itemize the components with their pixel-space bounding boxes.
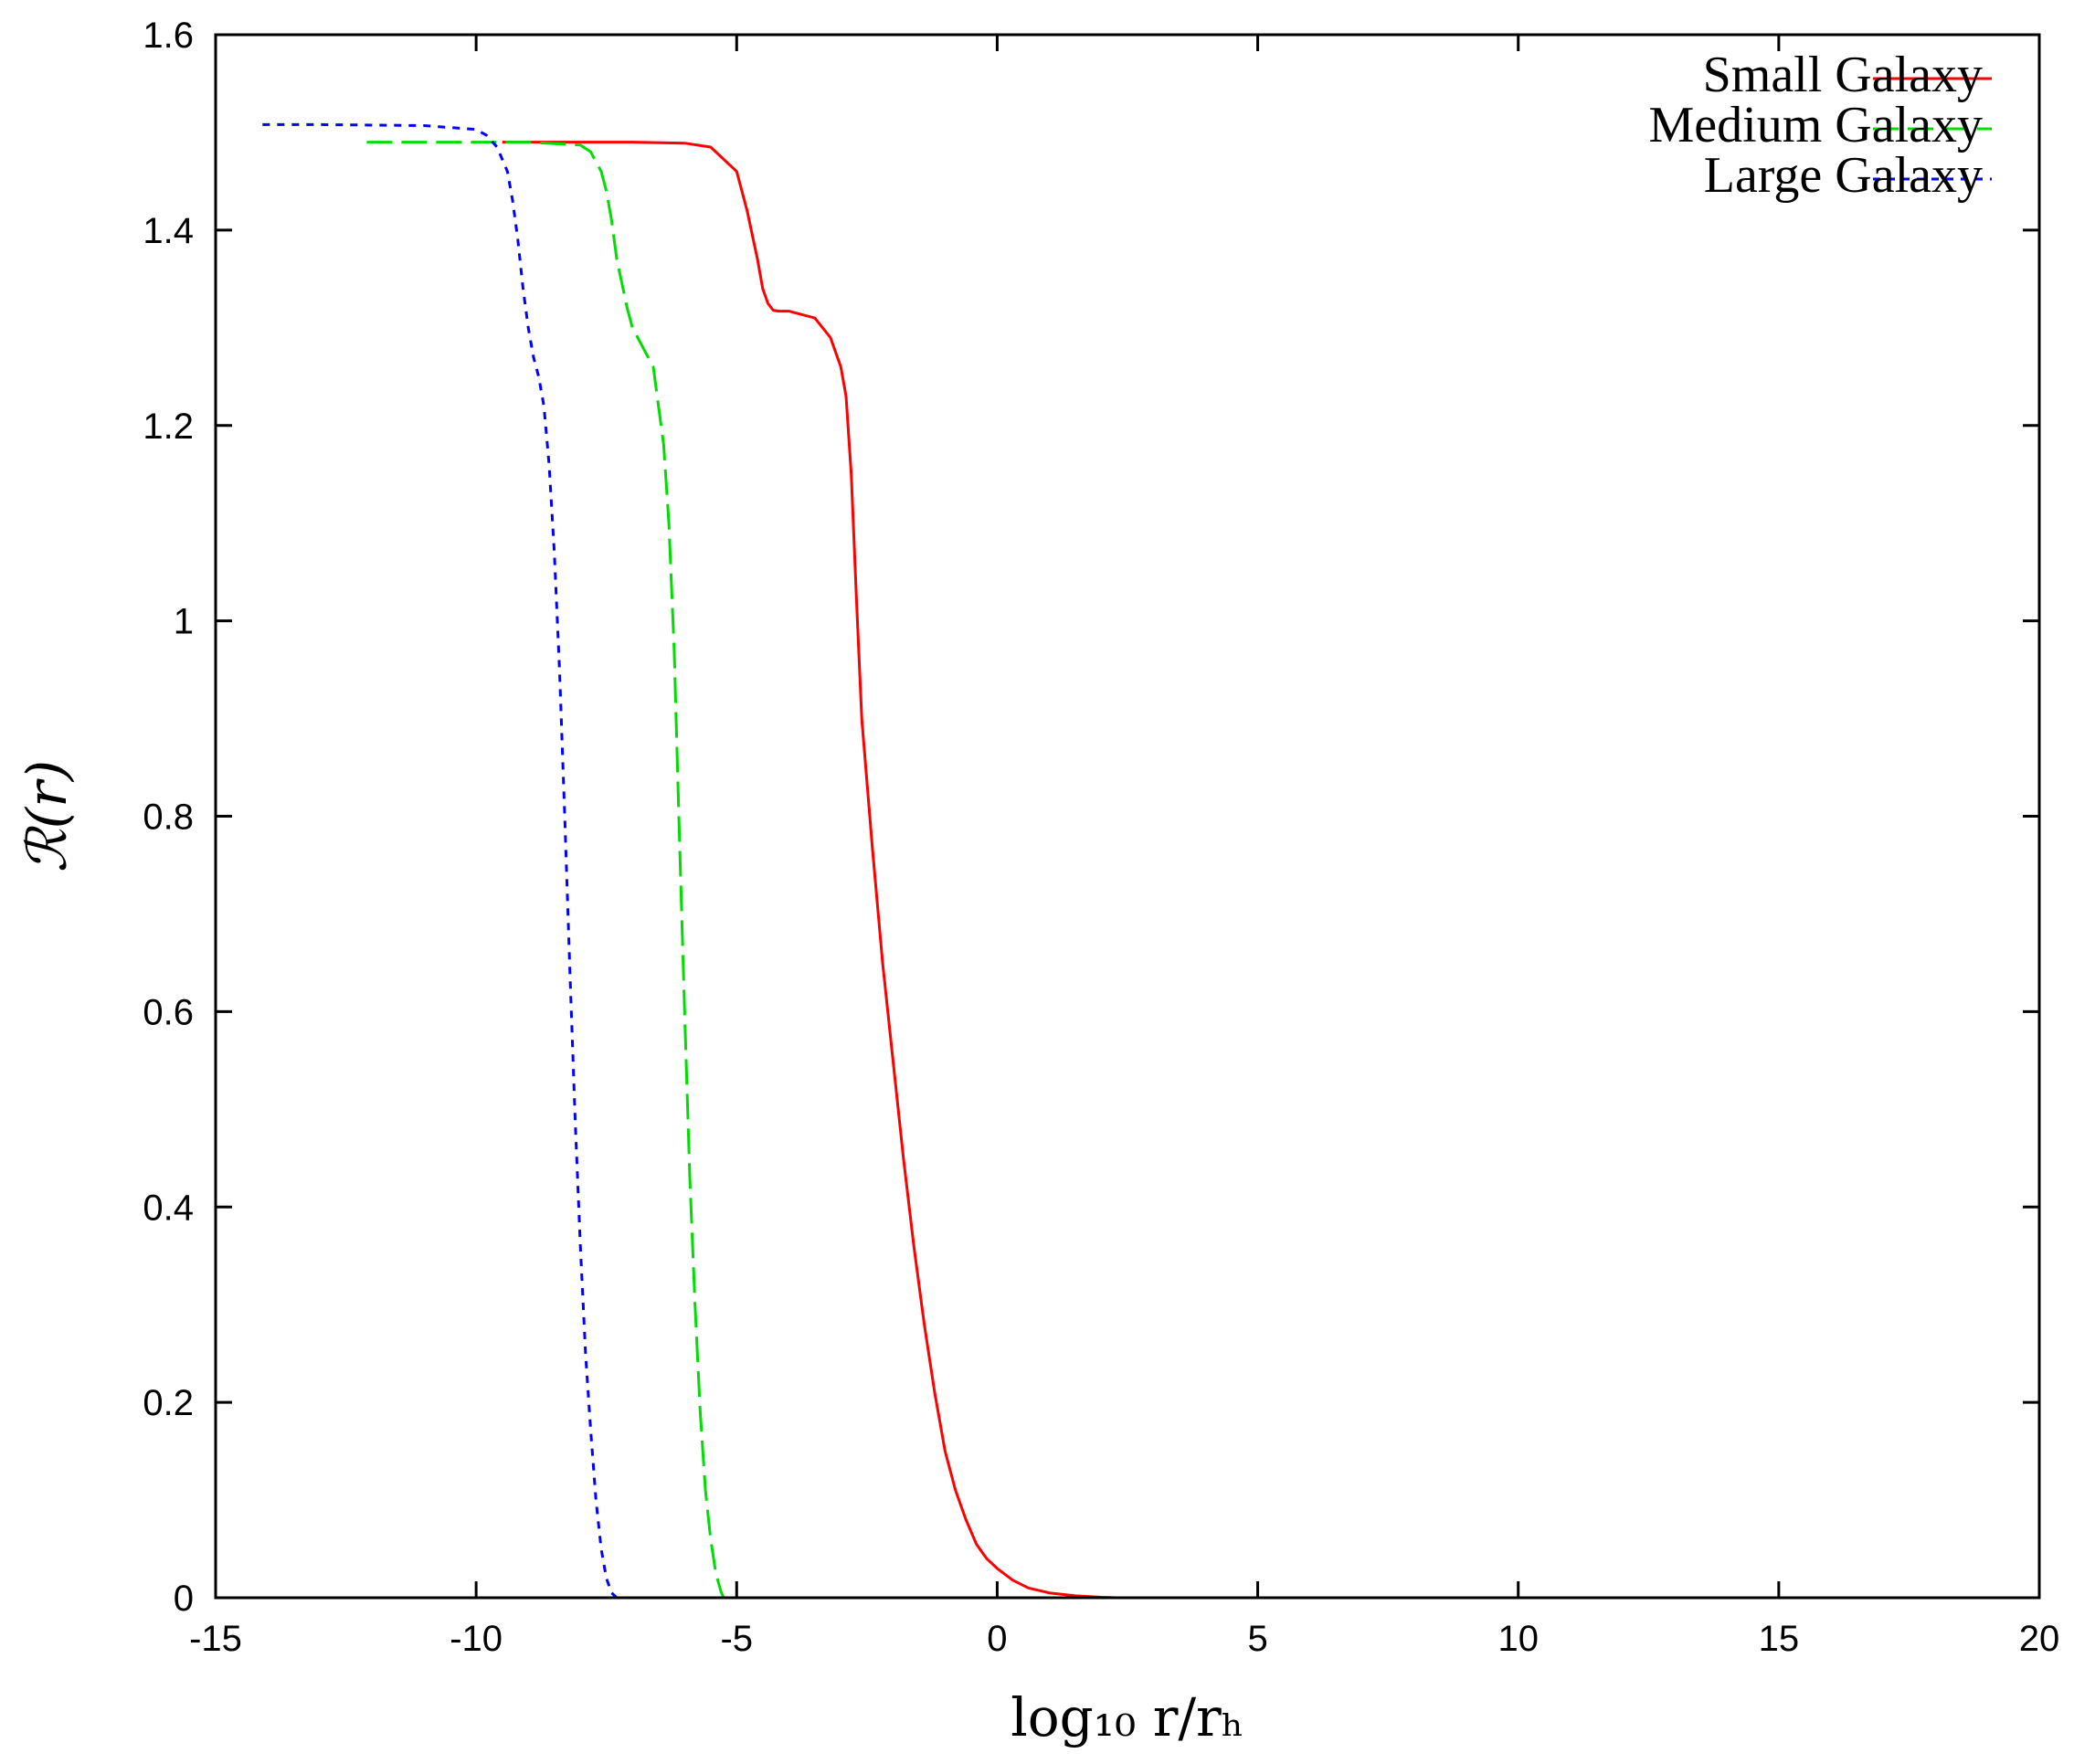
series-line-large-galaxy	[262, 122, 619, 1600]
x-tick-label: 10	[1497, 1619, 1539, 1659]
y-tick-label: 0.8	[143, 797, 194, 838]
x-tick-label: 0	[987, 1619, 1007, 1659]
y-tick-label: 0.4	[143, 1188, 194, 1228]
series-line-medium-galaxy	[366, 141, 725, 1599]
y-tick-label: 1.2	[143, 407, 194, 447]
y-tick-label: 1	[174, 602, 194, 642]
x-tick-label: 15	[1759, 1619, 1800, 1659]
x-axis-label: log₁₀ r/rₕ	[1011, 1686, 1244, 1748]
y-tick-label: 0.2	[143, 1383, 194, 1423]
axis-ticks	[214, 33, 2041, 1600]
x-tick-label: 20	[2019, 1619, 2060, 1659]
legend-label: Small Galaxy	[1703, 47, 1983, 103]
legend-label: Medium Galaxy	[1649, 97, 1983, 153]
legend-label: Large Galaxy	[1704, 147, 1983, 204]
axis-tick-labels: -15 -10 -5 0 5 10 15 20 0 0.2 0.4 0.6 0.8 1 1.2 1.4 1.6	[143, 16, 2059, 1659]
x-tick-label: 5	[1247, 1619, 1267, 1659]
x-tick-label: -5	[720, 1619, 753, 1659]
y-tick-label: 0.6	[143, 992, 194, 1032]
plot-curves	[262, 122, 1117, 1600]
series-line-small-galaxy	[502, 141, 1117, 1600]
y-tick-label: 0	[174, 1579, 194, 1619]
x-tick-label: -10	[450, 1619, 503, 1659]
plot-frame	[214, 33, 2041, 1600]
y-tick-label: 1.4	[143, 211, 194, 251]
y-tick-label: 1.6	[143, 16, 194, 56]
y-axis-label: ℛ(r)	[16, 760, 79, 872]
x-tick-label: -15	[189, 1619, 242, 1659]
